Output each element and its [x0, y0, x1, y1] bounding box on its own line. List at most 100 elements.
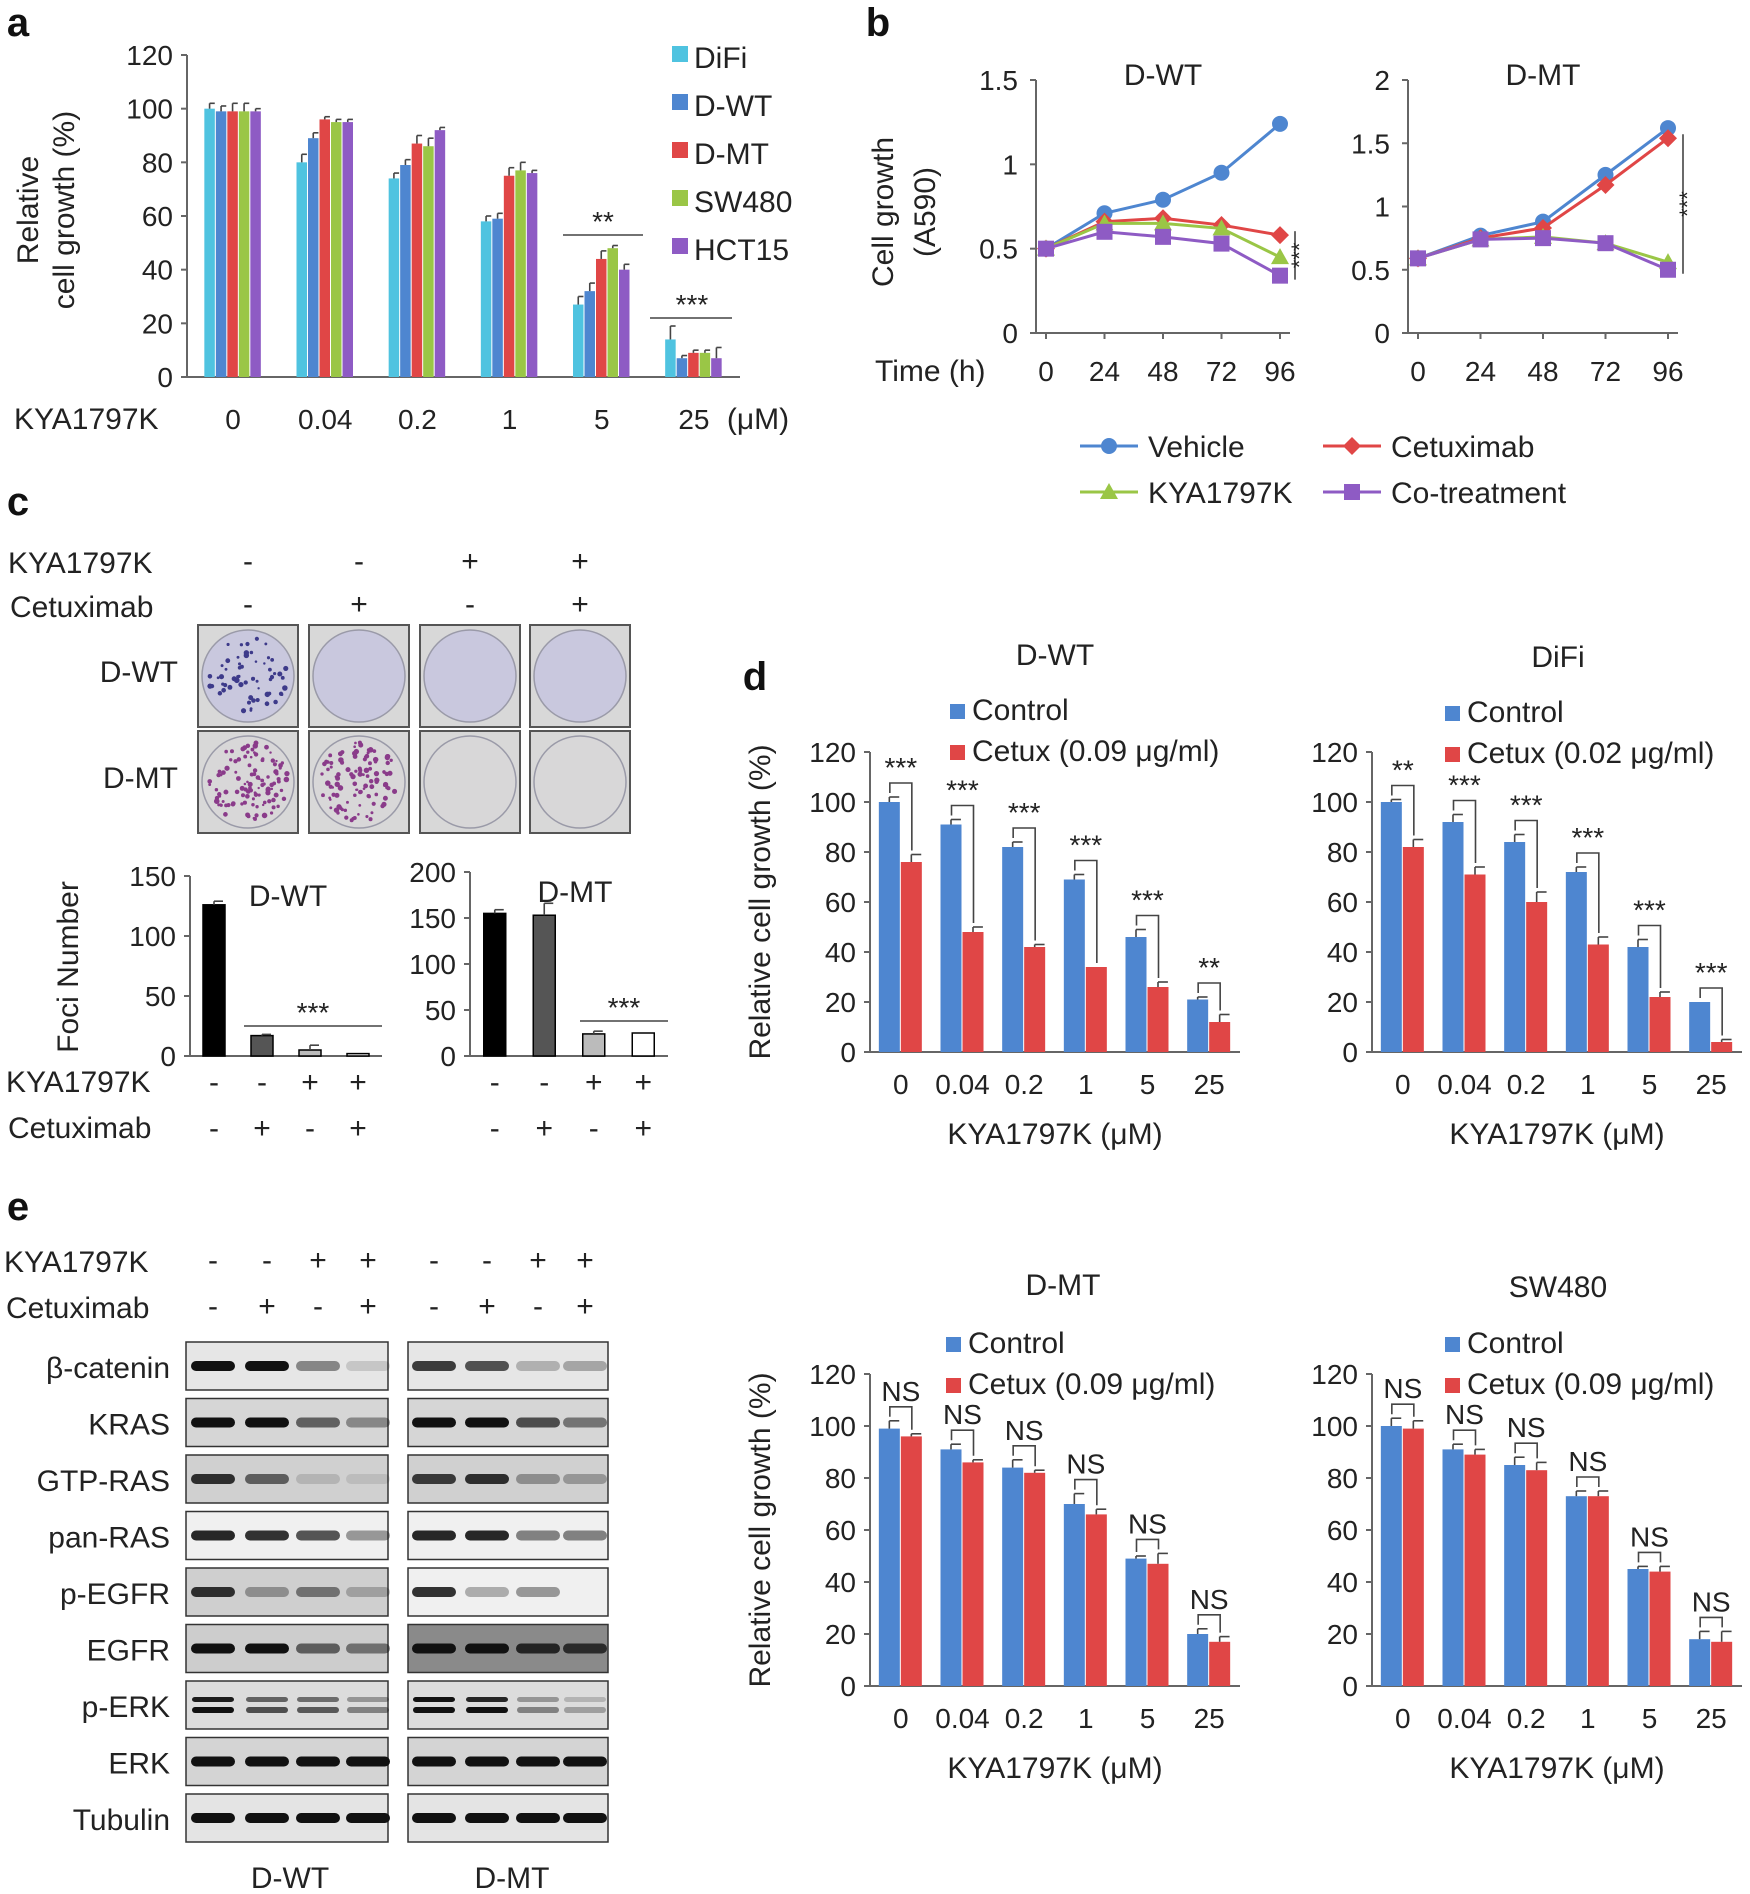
legend-label: D-MT: [694, 138, 769, 171]
colony: [249, 650, 254, 655]
colony: [273, 672, 277, 676]
treatment-label: Cetuximab: [6, 1292, 149, 1325]
chart-d1: 0204060801001200***0.04***0.2***1***5***…: [744, 639, 1240, 1151]
colony: [254, 813, 259, 818]
blot-band: [413, 1707, 455, 1713]
y-tick-label: 150: [409, 903, 456, 934]
sig-label: ***: [608, 992, 641, 1023]
bar: [900, 862, 922, 1052]
colony: [346, 800, 349, 804]
bar: [423, 146, 434, 377]
sig-bracket: [950, 1429, 975, 1456]
legend-label: Control: [1467, 696, 1564, 729]
point: [1154, 214, 1172, 231]
colony: [369, 784, 375, 790]
sig-bracket: [1576, 852, 1600, 933]
chart-d3: 0 20 40 60 80 100 120 0 NS 0.04 NS 0.2 NS 1 NS 5 NS 25 NS D…: [744, 1269, 1240, 1785]
colony: [339, 760, 345, 765]
blot-band: [564, 1707, 606, 1713]
bar: [900, 1436, 922, 1686]
x-tick-label: 1: [502, 404, 518, 435]
sig-bracket: [950, 804, 975, 923]
x-tick-label: 25: [1194, 1069, 1225, 1100]
bar: [573, 304, 584, 377]
bar: [631, 1032, 655, 1057]
colony: [366, 751, 370, 755]
colony: [386, 786, 391, 791]
blot-band: [465, 1756, 509, 1767]
sign: +: [301, 1066, 319, 1099]
colony: [283, 665, 289, 671]
chart-title: D-WT: [249, 880, 327, 913]
colony: [264, 642, 268, 646]
colony: [345, 767, 351, 773]
colony: [351, 750, 358, 757]
x-axis-label: KYA1797K (μM): [947, 1752, 1162, 1785]
x-tick-label: 1: [1078, 1703, 1094, 1734]
point: [1096, 223, 1113, 240]
sig-label: ***: [1069, 830, 1102, 861]
bar: [940, 824, 962, 1052]
sig-bracket: [1452, 799, 1477, 863]
point: [1596, 175, 1615, 194]
blot-band: [346, 1530, 390, 1541]
blot-band: [465, 1530, 509, 1541]
sig-label: NS: [1066, 1449, 1105, 1480]
bar: [1464, 874, 1486, 1052]
plate-well: [533, 629, 627, 723]
y-tick-label: 20: [1327, 1619, 1358, 1650]
sig-bracket: [1452, 1429, 1477, 1446]
colony: [325, 760, 330, 764]
colony: [355, 788, 358, 791]
colony: [255, 775, 261, 780]
legend-swatch: [1445, 1378, 1460, 1393]
colony: [272, 762, 277, 767]
bar: [665, 339, 676, 377]
bar: [584, 291, 595, 377]
blot-band: [563, 1474, 607, 1484]
colony: [221, 799, 225, 803]
x-tick-label: 96: [1264, 356, 1295, 387]
plate-well: [312, 629, 406, 723]
x-unit-label: (μM): [727, 403, 789, 436]
blot-band: [346, 1361, 390, 1371]
x-tick-label: 24: [1465, 356, 1496, 387]
legend-label: DiFi: [694, 42, 747, 75]
colony: [257, 786, 260, 790]
blot-band: [346, 1474, 390, 1484]
sig-label: NS: [1005, 1415, 1044, 1446]
bar: [699, 352, 711, 377]
blot-band: [563, 1530, 607, 1541]
legend-swatch: [946, 1337, 961, 1352]
point: [1659, 129, 1677, 148]
y-tick-label: 40: [1327, 937, 1358, 968]
colony: [358, 768, 363, 773]
colony: [239, 643, 244, 647]
colony: [263, 662, 266, 665]
y-tick-label: 80: [1327, 837, 1358, 868]
sign: -: [429, 1244, 439, 1277]
chart-b-wt: 0 0.5 1 1.5 0 24 48 72 96 D-WT *** Cell growth (A590…: [867, 59, 1312, 388]
blot-band: [245, 1474, 289, 1484]
blot-band: [412, 1530, 456, 1541]
y-tick-label: 1: [1374, 192, 1390, 223]
x-tick-label: 72: [1590, 356, 1621, 387]
blot-band: [296, 1587, 340, 1597]
legend-label: HCT15: [694, 234, 789, 267]
blot-band: [297, 1707, 339, 1713]
sig-bracket: [1391, 784, 1415, 836]
sign: -: [208, 1290, 218, 1323]
sign: +: [585, 1066, 603, 1099]
sig-bracket: [1074, 1478, 1098, 1506]
y-tick-label: 120: [809, 737, 856, 768]
sign: -: [243, 588, 253, 621]
colony: [326, 781, 329, 785]
bar: [1587, 944, 1609, 1052]
colony: [207, 779, 213, 784]
blot-strip: [407, 1680, 609, 1730]
legend-marker: [1101, 438, 1117, 454]
bar: [250, 111, 261, 377]
x-tick-label: 25: [1696, 1703, 1727, 1734]
y-tick-label: 40: [825, 937, 856, 968]
colony: [373, 771, 380, 777]
